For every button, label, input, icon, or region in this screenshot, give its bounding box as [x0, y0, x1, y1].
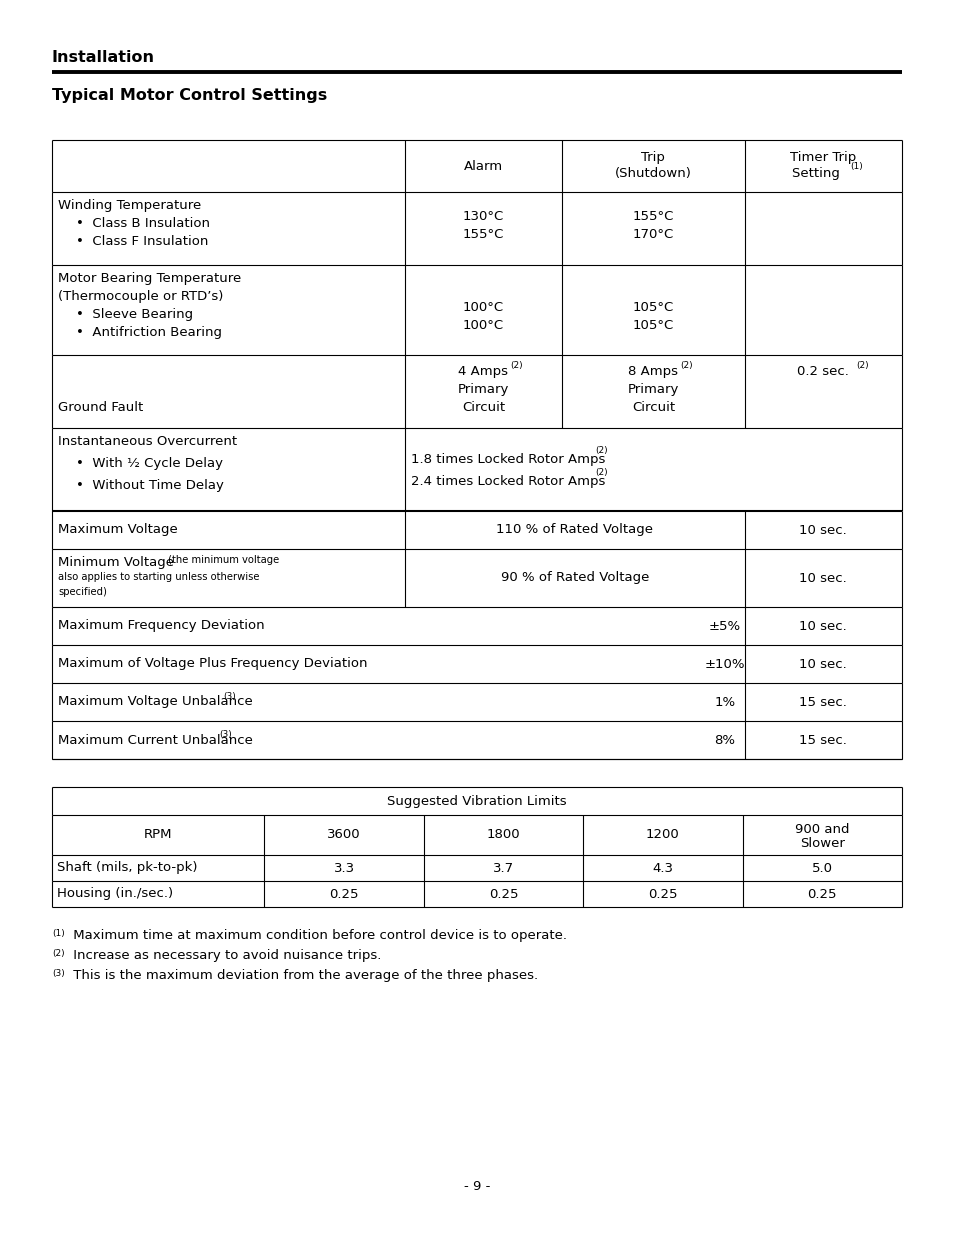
Text: 10 sec.: 10 sec. — [799, 620, 846, 632]
Text: RPM: RPM — [144, 829, 172, 841]
Text: Suggested Vibration Limits: Suggested Vibration Limits — [387, 794, 566, 808]
Text: Maximum Frequency Deviation: Maximum Frequency Deviation — [58, 620, 264, 632]
Text: (2): (2) — [856, 361, 868, 370]
Text: •  Class F Insulation: • Class F Insulation — [76, 235, 208, 248]
Text: Instantaneous Overcurrent: Instantaneous Overcurrent — [58, 435, 237, 448]
Text: Primary: Primary — [457, 383, 509, 396]
Text: Minimum Voltage: Minimum Voltage — [58, 556, 173, 569]
Text: 10 sec.: 10 sec. — [799, 572, 846, 584]
Text: specified): specified) — [58, 587, 107, 597]
Text: 4 Amps: 4 Amps — [457, 366, 508, 378]
Text: Slower: Slower — [799, 837, 843, 850]
Text: 0.25: 0.25 — [329, 888, 358, 900]
Text: Trip: Trip — [640, 152, 664, 164]
Text: (1): (1) — [52, 929, 65, 939]
Text: Winding Temperature: Winding Temperature — [58, 199, 201, 212]
Text: 110 % of Rated Voltage: 110 % of Rated Voltage — [496, 524, 653, 536]
Text: Timer Trip: Timer Trip — [789, 152, 856, 164]
Text: Maximum Voltage Unbalance: Maximum Voltage Unbalance — [58, 695, 253, 709]
Text: Maximum of Voltage Plus Frequency Deviation: Maximum of Voltage Plus Frequency Deviat… — [58, 657, 367, 671]
Text: Circuit: Circuit — [631, 401, 674, 414]
Text: - 9 -: - 9 - — [463, 1179, 490, 1193]
Text: also applies to starting unless otherwise: also applies to starting unless otherwis… — [58, 572, 259, 582]
Text: 1.8 times Locked Rotor Amps: 1.8 times Locked Rotor Amps — [411, 453, 604, 466]
Text: 1800: 1800 — [486, 829, 519, 841]
Text: 10 sec.: 10 sec. — [799, 657, 846, 671]
Text: 105°C: 105°C — [632, 301, 673, 314]
Text: 4.3: 4.3 — [652, 862, 673, 874]
Text: •  Class B Insulation: • Class B Insulation — [76, 217, 210, 230]
Text: 10 sec.: 10 sec. — [799, 524, 846, 536]
Text: 100°C: 100°C — [462, 319, 503, 332]
Text: Alarm: Alarm — [463, 159, 502, 173]
Text: Circuit: Circuit — [461, 401, 504, 414]
Text: 15 sec.: 15 sec. — [799, 734, 846, 746]
Text: 90 % of Rated Voltage: 90 % of Rated Voltage — [500, 572, 648, 584]
Text: (3): (3) — [223, 692, 235, 700]
Text: Maximum Current Unbalance: Maximum Current Unbalance — [58, 734, 253, 746]
Text: 105°C: 105°C — [632, 319, 673, 332]
Text: (2): (2) — [52, 948, 65, 958]
Text: 0.25: 0.25 — [647, 888, 677, 900]
Text: 130°C: 130°C — [462, 210, 503, 224]
Text: Primary: Primary — [627, 383, 679, 396]
Text: Ground Fault: Ground Fault — [58, 401, 143, 414]
Text: 1%: 1% — [714, 695, 735, 709]
Text: (2): (2) — [595, 446, 608, 454]
Text: 15 sec.: 15 sec. — [799, 695, 846, 709]
Text: (Shutdown): (Shutdown) — [615, 168, 691, 180]
Text: 900 and: 900 and — [794, 823, 849, 836]
Text: Housing (in./sec.): Housing (in./sec.) — [57, 888, 172, 900]
Text: (2): (2) — [679, 361, 692, 370]
Text: Installation: Installation — [52, 49, 154, 65]
Text: 3600: 3600 — [327, 829, 360, 841]
Text: Setting: Setting — [792, 168, 843, 180]
Text: Maximum Voltage: Maximum Voltage — [58, 524, 177, 536]
Text: 100°C: 100°C — [462, 301, 503, 314]
Text: Typical Motor Control Settings: Typical Motor Control Settings — [52, 88, 327, 103]
Text: Maximum time at maximum condition before control device is to operate.: Maximum time at maximum condition before… — [69, 929, 566, 942]
Text: 8%: 8% — [714, 734, 735, 746]
Text: Shaft (mils, pk-to-pk): Shaft (mils, pk-to-pk) — [57, 862, 197, 874]
Text: ±5%: ±5% — [708, 620, 740, 632]
Text: 0.2 sec.: 0.2 sec. — [797, 366, 848, 378]
Text: (2): (2) — [510, 361, 522, 370]
Text: (1): (1) — [849, 163, 862, 172]
Text: Increase as necessary to avoid nuisance trips.: Increase as necessary to avoid nuisance … — [69, 948, 381, 962]
Text: 155°C: 155°C — [462, 228, 503, 241]
Text: Motor Bearing Temperature: Motor Bearing Temperature — [58, 272, 241, 285]
Text: •  Antifriction Bearing: • Antifriction Bearing — [76, 326, 222, 338]
Text: 3.3: 3.3 — [334, 862, 355, 874]
Text: This is the maximum deviation from the average of the three phases.: This is the maximum deviation from the a… — [69, 969, 537, 982]
Text: (3): (3) — [219, 730, 232, 739]
Text: (the minimum voltage: (the minimum voltage — [165, 555, 279, 564]
Text: (2): (2) — [595, 468, 608, 477]
Text: 0.25: 0.25 — [807, 888, 836, 900]
Text: •  Sleeve Bearing: • Sleeve Bearing — [76, 308, 193, 321]
Text: ±10%: ±10% — [703, 657, 744, 671]
Text: 170°C: 170°C — [632, 228, 673, 241]
Text: 8 Amps: 8 Amps — [628, 366, 678, 378]
Text: •  Without Time Delay: • Without Time Delay — [76, 479, 224, 492]
Text: 3.7: 3.7 — [493, 862, 514, 874]
Text: •  With ½ Cycle Delay: • With ½ Cycle Delay — [76, 457, 223, 471]
Text: 5.0: 5.0 — [811, 862, 832, 874]
Text: (3): (3) — [52, 969, 65, 978]
Text: 1200: 1200 — [645, 829, 679, 841]
Text: 2.4 times Locked Rotor Amps: 2.4 times Locked Rotor Amps — [411, 475, 604, 488]
Text: 155°C: 155°C — [632, 210, 674, 224]
Text: (Thermocouple or RTD’s): (Thermocouple or RTD’s) — [58, 290, 223, 303]
Text: 0.25: 0.25 — [488, 888, 517, 900]
